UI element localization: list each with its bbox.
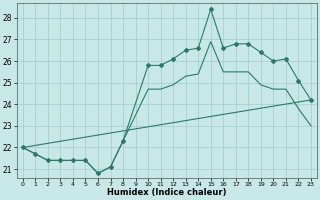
X-axis label: Humidex (Indice chaleur): Humidex (Indice chaleur): [107, 188, 227, 197]
